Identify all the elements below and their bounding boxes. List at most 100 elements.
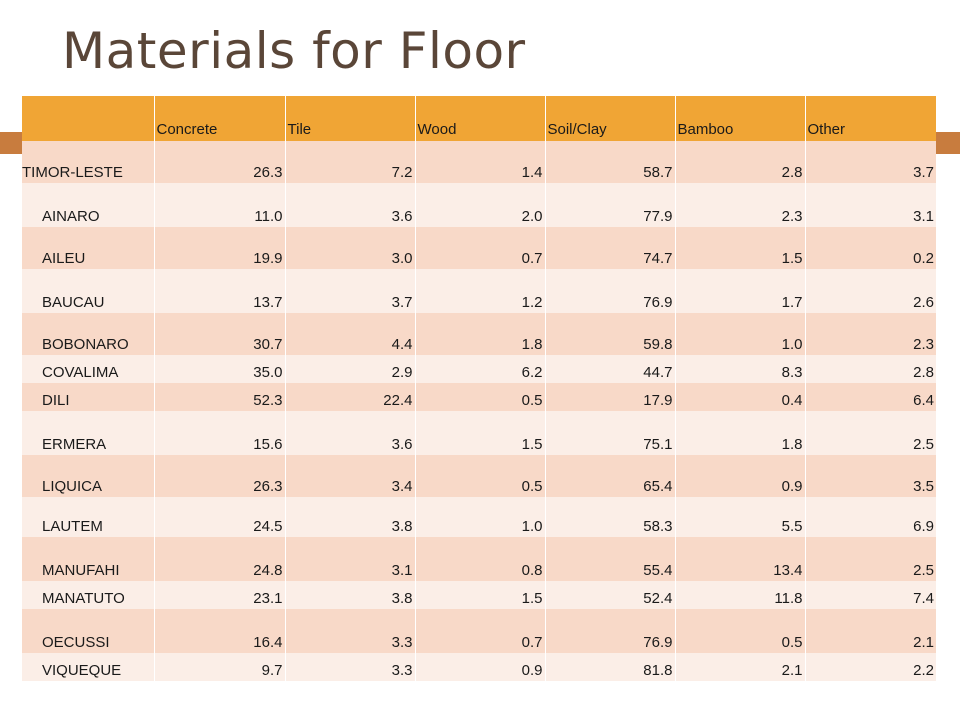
table-cell: 2.1 bbox=[674, 653, 805, 681]
table-cell: 2.8 bbox=[674, 141, 805, 183]
table-cell: 3.1 bbox=[804, 183, 936, 227]
table-row: DILI 52.3 22.4 0.5 17.9 0.4 6.4 bbox=[22, 383, 936, 411]
table-cell: 16.4 bbox=[153, 609, 285, 653]
table-cell: 0.7 bbox=[414, 609, 545, 653]
table-cell: 81.8 bbox=[544, 653, 675, 681]
table-cell: 11.0 bbox=[153, 183, 285, 227]
row-label: ERMERA bbox=[22, 411, 154, 455]
table-cell: 22.4 bbox=[284, 383, 415, 411]
table-cell: 3.5 bbox=[804, 455, 936, 497]
table-cell: 6.2 bbox=[414, 355, 545, 383]
table-cell: 3.7 bbox=[804, 141, 936, 183]
table-cell: 24.5 bbox=[153, 497, 285, 537]
table-cell: 9.7 bbox=[153, 653, 285, 681]
table-cell: 23.1 bbox=[153, 581, 285, 609]
table-cell: 17.9 bbox=[544, 383, 675, 411]
row-label: MANATUTO bbox=[22, 581, 154, 609]
table-cell: 5.5 bbox=[674, 497, 805, 537]
row-label: LAUTEM bbox=[22, 497, 154, 537]
table-cell: 1.4 bbox=[414, 141, 545, 183]
table-cell: 1.5 bbox=[674, 227, 805, 269]
table-cell: 44.7 bbox=[544, 355, 675, 383]
table-cell: 2.5 bbox=[804, 537, 936, 581]
table-cell: 77.9 bbox=[544, 183, 675, 227]
table-cell: 2.2 bbox=[804, 653, 936, 681]
table-cell: 0.9 bbox=[414, 653, 545, 681]
table-cell: 6.9 bbox=[804, 497, 936, 537]
table-cell: 30.7 bbox=[153, 313, 285, 355]
table-cell: 1.8 bbox=[674, 411, 805, 455]
row-label: AINARO bbox=[22, 183, 154, 227]
table-cell: 1.5 bbox=[414, 581, 545, 609]
table-row: OECUSSI 16.4 3.3 0.7 76.9 0.5 2.1 bbox=[22, 609, 936, 653]
table-cell: 74.7 bbox=[544, 227, 675, 269]
table-cell: 76.9 bbox=[544, 269, 675, 313]
table-row: MANUFAHI 24.8 3.1 0.8 55.4 13.4 2.5 bbox=[22, 537, 936, 581]
table-row: VIQUEQUE 9.7 3.3 0.9 81.8 2.1 2.2 bbox=[22, 653, 936, 681]
table-cell: 1.0 bbox=[414, 497, 545, 537]
table-cell: 7.2 bbox=[284, 141, 415, 183]
table-cell: 1.8 bbox=[414, 313, 545, 355]
table-cell: 24.8 bbox=[153, 537, 285, 581]
table-cell: 2.0 bbox=[414, 183, 545, 227]
table-cell: 3.6 bbox=[284, 183, 415, 227]
table-row: AILEU 19.9 3.0 0.7 74.7 1.5 0.2 bbox=[22, 227, 936, 269]
table-cell: 2.6 bbox=[804, 269, 936, 313]
row-label: AILEU bbox=[22, 227, 154, 269]
table-cell: 0.7 bbox=[414, 227, 545, 269]
accent-bar-left bbox=[0, 132, 24, 154]
table-cell: 1.0 bbox=[674, 313, 805, 355]
table-cell: 3.8 bbox=[284, 497, 415, 537]
page-title: Materials for Floor bbox=[62, 22, 526, 80]
table-cell: 65.4 bbox=[544, 455, 675, 497]
table-cell: 75.1 bbox=[544, 411, 675, 455]
row-label: MANUFAHI bbox=[22, 537, 154, 581]
table-row: LAUTEM 24.5 3.8 1.0 58.3 5.5 6.9 bbox=[22, 497, 936, 537]
table-cell: 7.4 bbox=[804, 581, 936, 609]
table-cell: 59.8 bbox=[544, 313, 675, 355]
column-header: Soil/Clay bbox=[544, 96, 675, 141]
table-cell: 55.4 bbox=[544, 537, 675, 581]
table-cell: 76.9 bbox=[544, 609, 675, 653]
column-header: Tile bbox=[284, 96, 415, 141]
column-header: Concrete bbox=[153, 96, 285, 141]
table-cell: 0.9 bbox=[674, 455, 805, 497]
column-header: Other bbox=[804, 96, 936, 141]
table-cell: 2.8 bbox=[804, 355, 936, 383]
table-row: COVALIMA 35.0 2.9 6.2 44.7 8.3 2.8 bbox=[22, 355, 936, 383]
table-cell: 3.7 bbox=[284, 269, 415, 313]
table-cell: 26.3 bbox=[153, 455, 285, 497]
table-cell: 3.1 bbox=[284, 537, 415, 581]
table-cell: 2.3 bbox=[804, 313, 936, 355]
table-cell: 52.4 bbox=[544, 581, 675, 609]
table-cell: 4.4 bbox=[284, 313, 415, 355]
row-label: OECUSSI bbox=[22, 609, 154, 653]
column-header: Bamboo bbox=[674, 96, 805, 141]
table-row: AINARO 11.0 3.6 2.0 77.9 2.3 3.1 bbox=[22, 183, 936, 227]
table-row: ERMERA 15.6 3.6 1.5 75.1 1.8 2.5 bbox=[22, 411, 936, 455]
table-cell: 2.5 bbox=[804, 411, 936, 455]
table-cell: 19.9 bbox=[153, 227, 285, 269]
table-cell: 3.4 bbox=[284, 455, 415, 497]
table-cell: 3.8 bbox=[284, 581, 415, 609]
table-cell: 58.3 bbox=[544, 497, 675, 537]
table-row: BOBONARO 30.7 4.4 1.8 59.8 1.0 2.3 bbox=[22, 313, 936, 355]
table-cell: 26.3 bbox=[153, 141, 285, 183]
row-label: DILI bbox=[22, 383, 154, 411]
table-cell: 8.3 bbox=[674, 355, 805, 383]
row-label: TIMOR-LESTE bbox=[22, 141, 154, 183]
row-label: COVALIMA bbox=[22, 355, 154, 383]
table-cell: 2.1 bbox=[804, 609, 936, 653]
table-cell: 2.9 bbox=[284, 355, 415, 383]
table-cell: 3.3 bbox=[284, 609, 415, 653]
table-cell: 0.5 bbox=[674, 609, 805, 653]
table-header-row: Concrete Tile Wood Soil/Clay Bamboo Othe… bbox=[22, 96, 936, 141]
table-cell: 35.0 bbox=[153, 355, 285, 383]
accent-bar-right bbox=[936, 132, 960, 154]
row-label: BOBONARO bbox=[22, 313, 154, 355]
row-label: LIQUICA bbox=[22, 455, 154, 497]
row-label: VIQUEQUE bbox=[22, 653, 154, 681]
table-cell: 0.8 bbox=[414, 537, 545, 581]
table-cell: 0.5 bbox=[414, 383, 545, 411]
floor-materials-table: Concrete Tile Wood Soil/Clay Bamboo Othe… bbox=[22, 96, 936, 681]
